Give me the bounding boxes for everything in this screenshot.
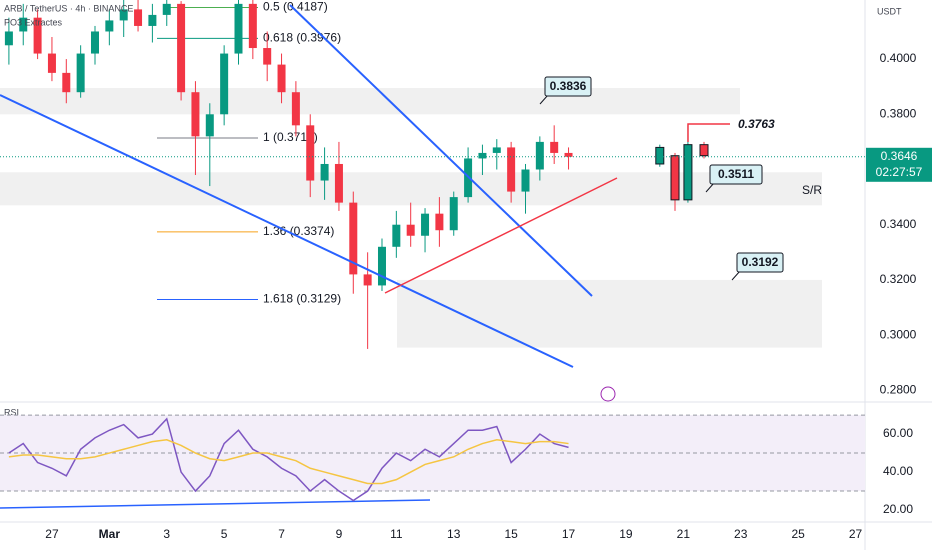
trend-line bbox=[289, 4, 593, 297]
candle-body bbox=[47, 53, 56, 73]
candle-body bbox=[4, 31, 13, 46]
zone bbox=[0, 88, 740, 115]
candle-body bbox=[306, 125, 315, 181]
x-tick-label: 21 bbox=[677, 527, 691, 541]
candle-body bbox=[177, 3, 186, 93]
fib-label: 1 (0.3714) bbox=[263, 130, 318, 144]
y-tick-label: 60.00 bbox=[883, 426, 913, 440]
candle-body bbox=[363, 274, 372, 286]
projection-body bbox=[670, 155, 680, 201]
candle-body bbox=[248, 3, 257, 49]
candle-body bbox=[119, 9, 128, 21]
y-tick-label: 0.2800 bbox=[880, 383, 917, 397]
target-label: 0.3763 bbox=[738, 117, 775, 131]
x-tick-label: 7 bbox=[278, 527, 285, 541]
projection-body bbox=[655, 146, 665, 165]
candle-body bbox=[421, 213, 430, 236]
target-label: 0.3192 bbox=[742, 255, 779, 269]
x-tick-label: 13 bbox=[447, 527, 461, 541]
symbol-header: ARB / TetherUS · 4h · BINANCE bbox=[4, 3, 133, 13]
candle-body bbox=[62, 72, 71, 93]
projection-body bbox=[683, 144, 693, 201]
zone bbox=[397, 279, 822, 348]
candle-body bbox=[478, 152, 487, 159]
event-icon[interactable] bbox=[600, 386, 616, 402]
candle-body bbox=[76, 53, 85, 93]
candle-body bbox=[263, 48, 272, 65]
candle-body bbox=[162, 3, 171, 15]
x-tick-label: 15 bbox=[504, 527, 518, 541]
candle-body bbox=[19, 17, 28, 32]
y-tick-label: 40.00 bbox=[883, 464, 913, 478]
candle-body bbox=[191, 92, 200, 137]
x-tick-label: 27 bbox=[45, 527, 59, 541]
trend-line bbox=[0, 94, 574, 368]
candle-body bbox=[349, 202, 358, 275]
candle-body bbox=[406, 224, 415, 236]
trend-line bbox=[384, 177, 618, 294]
x-tick-label: 9 bbox=[336, 527, 343, 541]
candle-body bbox=[205, 114, 214, 137]
countdown: 02:27:57 bbox=[876, 165, 923, 179]
fib-label: 0.5 (0.4187) bbox=[263, 0, 328, 14]
indicator-name: PO3 Extractes bbox=[4, 17, 63, 27]
candle-body bbox=[377, 246, 386, 286]
candle-body bbox=[435, 213, 444, 231]
rsi-line bbox=[8, 438, 569, 485]
y-tick-label: 0.3000 bbox=[880, 327, 917, 341]
rsi-line bbox=[8, 417, 569, 502]
x-tick-label: 17 bbox=[562, 527, 576, 541]
target-callout: 0.3192 bbox=[731, 252, 784, 281]
y-tick-label: 0.3400 bbox=[880, 217, 917, 231]
candle-body bbox=[550, 141, 559, 153]
fib-label: 1.618 (0.3129) bbox=[263, 292, 341, 306]
x-tick-label: 27 bbox=[849, 527, 863, 541]
candle-body bbox=[148, 14, 157, 26]
candle-body bbox=[33, 17, 42, 54]
target-callout: 0.3511 bbox=[705, 164, 763, 193]
candle-body bbox=[105, 20, 114, 32]
currency: USDT bbox=[877, 6, 902, 16]
projection-body bbox=[699, 144, 709, 157]
zone-label: S/R bbox=[802, 183, 822, 197]
target-callout: 0.3763 bbox=[687, 117, 775, 142]
candle-body bbox=[277, 64, 286, 93]
x-tick-label: 5 bbox=[221, 527, 228, 541]
candle-body bbox=[564, 152, 573, 157]
candle-body bbox=[291, 92, 300, 126]
x-tick-label: Mar bbox=[99, 527, 121, 541]
x-tick-label: 19 bbox=[619, 527, 633, 541]
pane-title: RSI bbox=[4, 407, 19, 417]
candle-body bbox=[535, 141, 544, 170]
candle-body bbox=[334, 163, 343, 203]
target-label: 0.3511 bbox=[718, 167, 754, 181]
x-tick-label: 23 bbox=[734, 527, 748, 541]
x-tick-label: 11 bbox=[390, 527, 403, 541]
rsi-trend-line bbox=[0, 499, 431, 509]
candle-body bbox=[492, 147, 501, 153]
candle-body bbox=[320, 163, 329, 181]
y-tick-label: 0.3200 bbox=[880, 272, 917, 286]
y-tick-label: 0.3800 bbox=[880, 106, 917, 120]
x-tick-label: 25 bbox=[791, 527, 805, 541]
candle-body bbox=[220, 53, 229, 115]
target-callout: 0.3836 bbox=[539, 76, 592, 105]
zone bbox=[0, 172, 822, 206]
candle-body bbox=[521, 169, 530, 192]
candle-body bbox=[392, 224, 401, 247]
candle-body bbox=[449, 197, 458, 231]
y-tick-label: 20.00 bbox=[883, 502, 913, 516]
target-label: 0.3836 bbox=[550, 79, 587, 93]
candle-body bbox=[90, 31, 99, 54]
candle-body bbox=[234, 3, 243, 54]
candle-body bbox=[507, 147, 516, 192]
x-tick-label: 3 bbox=[163, 527, 170, 541]
last-price-label: 0.3646 bbox=[881, 149, 918, 163]
candle-body bbox=[134, 9, 143, 26]
y-tick-label: 0.4000 bbox=[880, 51, 917, 65]
last-price-box bbox=[866, 147, 932, 182]
